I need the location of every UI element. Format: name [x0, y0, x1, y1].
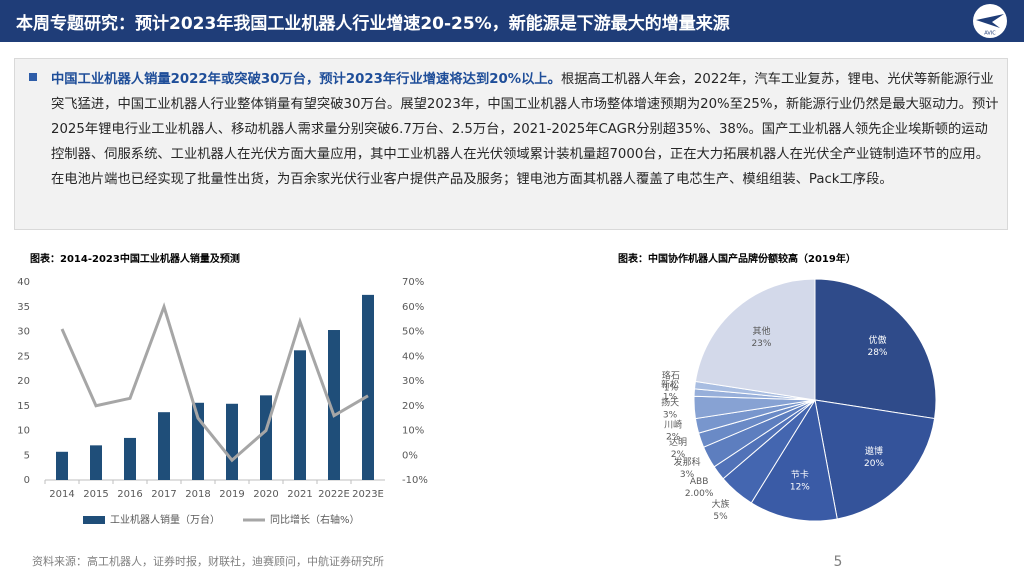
slice-label: 珞石 — [662, 370, 680, 382]
y2-tick-label: 40% — [402, 351, 424, 362]
logo-text: AVIC — [984, 31, 996, 37]
x-tick-label: 2023E — [352, 489, 384, 500]
x-tick-label: 2020 — [253, 489, 278, 500]
value-label: 28% — [867, 348, 887, 358]
pie-slice — [694, 278, 816, 401]
bar — [328, 330, 340, 480]
slice-label: 优傲 — [868, 334, 886, 346]
bar — [124, 437, 136, 480]
y-tick-label: 10 — [17, 426, 30, 437]
bar — [226, 403, 238, 480]
summary-box: 中国工业机器人销量2022年或突破30万台，预计2023年行业增速将达到20%以… — [14, 58, 1008, 230]
y2-tick-label: 10% — [402, 426, 424, 437]
y-tick-label: 30 — [17, 327, 30, 338]
legend-label: 工业机器人销量（万台） — [110, 513, 220, 526]
legend-swatch — [83, 516, 105, 524]
slice-label: 扬天 — [661, 396, 679, 408]
slice-label: ABB — [690, 477, 709, 487]
page-number: 5 — [834, 554, 843, 570]
slice-label: 遨博 — [865, 445, 883, 457]
slice-label: 达明 — [669, 436, 687, 448]
bar — [294, 350, 306, 480]
logo: AVIC — [973, 4, 1007, 38]
source-note: 资料来源：高工机器人，证券时报，财联社，迪赛顾问，中航证券研究所 — [32, 554, 384, 568]
highlight: 中国工业机器人销量2022年或突破30万台，预计2023年行业增速将达到20%以… — [51, 72, 561, 87]
y-tick-label: 25 — [17, 351, 30, 362]
y2-tick-label: 50% — [402, 327, 424, 338]
bar — [56, 451, 68, 480]
y-tick-label: 20 — [17, 376, 30, 387]
bar — [362, 294, 374, 480]
x-tick-label: 2017 — [151, 489, 176, 500]
slice-label: 其他 — [752, 325, 770, 337]
value-label: 2% — [666, 433, 681, 443]
slice-label: 新松 — [661, 379, 679, 391]
y2-tick-label: 70% — [402, 277, 424, 288]
y2-tick-label: 0% — [402, 450, 418, 461]
pie-slice — [750, 398, 838, 522]
slice-label: 发那科 — [674, 456, 701, 468]
y-tick-label: 15 — [17, 401, 30, 412]
x-tick-label: 2019 — [219, 489, 244, 500]
slide-title: 本周专题研究：预计2023年我国工业机器人行业增速20-25%，新能源是下游最大… — [16, 14, 730, 34]
value-label: 23% — [751, 339, 771, 349]
pie-slice — [814, 278, 937, 420]
value-label: 12% — [790, 482, 810, 492]
bullet — [29, 73, 37, 81]
chart-title: 图表：2014-2023中国工业机器人销量及预测 — [30, 252, 240, 265]
value-label: 2% — [671, 450, 686, 460]
y2-tick-label: -10% — [402, 475, 428, 486]
x-tick-label: 2018 — [185, 489, 210, 500]
slice-label: 大族 — [712, 498, 730, 510]
bar — [90, 445, 102, 480]
value-label: 1% — [663, 393, 678, 403]
bar — [260, 395, 272, 480]
line-series — [60, 302, 369, 463]
legend-label: 同比增长（右轴%） — [270, 513, 360, 526]
slice-label: 节卡 — [791, 468, 809, 480]
logo-plane — [976, 14, 1004, 28]
value-label: 3% — [680, 470, 695, 480]
body-text: 根据高工机器人年会，2022年，汽车工业复苏，锂电、光伏等新能源行业突飞猛进，中… — [51, 72, 999, 187]
x-tick-label: 2014 — [49, 489, 74, 500]
pie-slice — [814, 399, 936, 520]
value-label: 3% — [663, 410, 678, 420]
y-tick-label: 0 — [24, 475, 30, 486]
y-tick-label: 35 — [17, 302, 30, 313]
y2-tick-label: 30% — [402, 376, 424, 387]
header-bar: 本周专题研究：预计2023年我国工业机器人行业增速20-25%，新能源是下游最大… — [0, 0, 1024, 42]
summary-text: 中国工业机器人销量2022年或突破30万台，预计2023年行业增速将达到20%以… — [51, 67, 1001, 192]
slice-label: 川崎 — [664, 419, 682, 431]
value-label: 20% — [864, 459, 884, 469]
y2-tick-label: 20% — [402, 401, 424, 412]
y-tick-label: 5 — [24, 450, 30, 461]
chart-title: 图表：中国协作机器人国产品牌份额较高（2019年） — [618, 252, 856, 265]
x-tick-label: 2022E — [318, 489, 350, 500]
y-tick-label: 40 — [17, 277, 30, 288]
y2-tick-label: 60% — [402, 302, 424, 313]
value-label: 2.00% — [685, 489, 714, 499]
x-tick-label: 2016 — [117, 489, 142, 500]
x-tick-label: 2015 — [83, 489, 108, 500]
x-tick-label: 2021 — [287, 489, 312, 500]
value-label: 1% — [664, 384, 679, 394]
value-label: 5% — [713, 512, 728, 522]
bar — [158, 412, 170, 480]
